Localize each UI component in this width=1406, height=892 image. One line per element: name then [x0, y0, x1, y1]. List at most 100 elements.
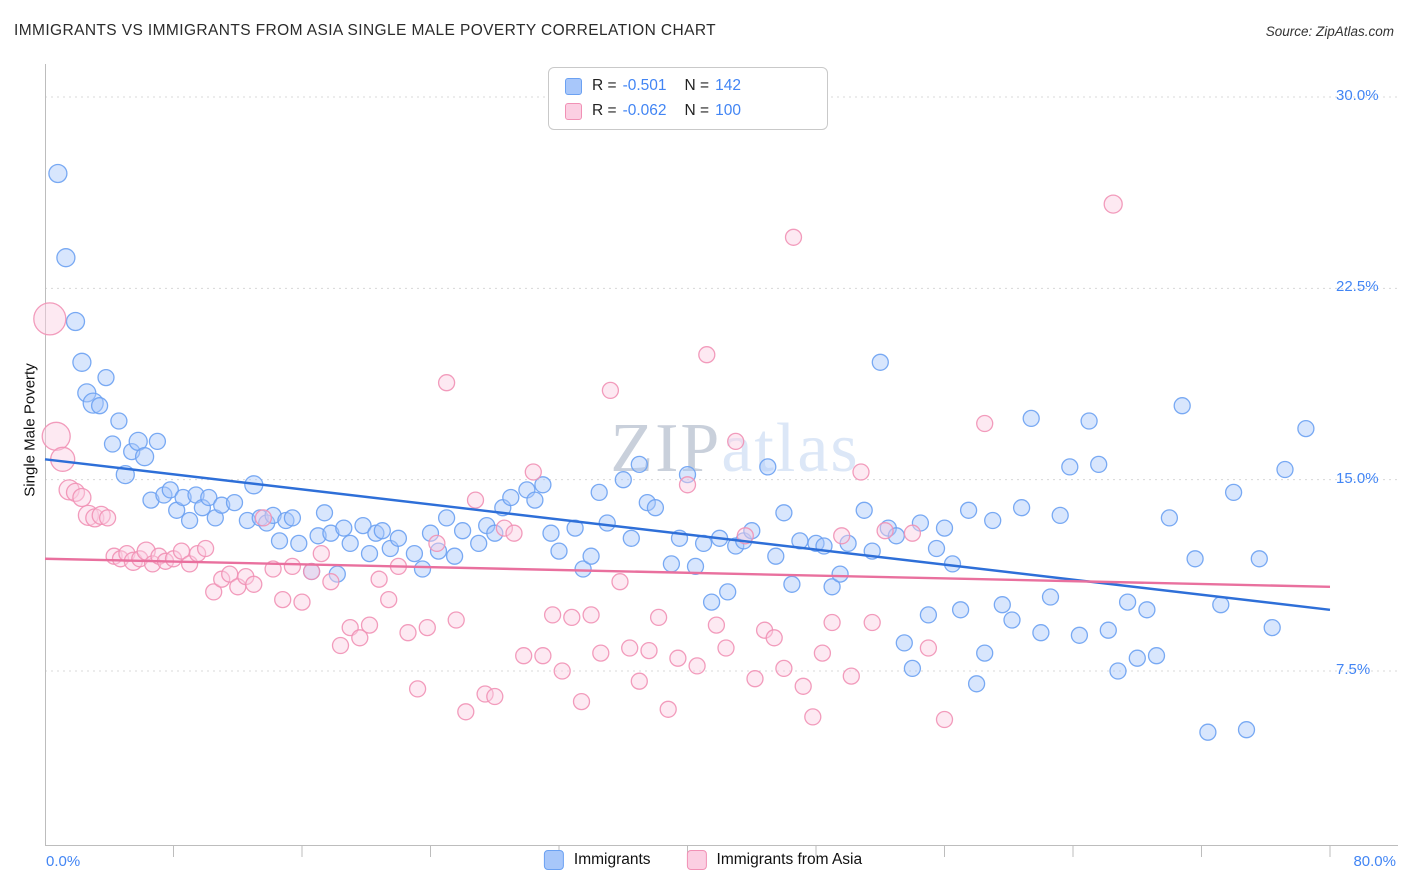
scatter-point — [283, 557, 302, 576]
scatter-point — [1128, 649, 1146, 667]
scatter-point — [775, 504, 793, 522]
scatter-point — [91, 505, 111, 526]
scatter-point — [56, 248, 76, 268]
scatter-point — [486, 524, 504, 542]
scatter-point — [65, 482, 86, 503]
scatter-point — [1173, 397, 1191, 415]
scatter-point — [1012, 499, 1031, 517]
scatter-point — [717, 639, 735, 657]
scatter-point — [1041, 588, 1060, 606]
scatter-point — [746, 670, 764, 688]
scatter-point — [341, 534, 359, 553]
scatter-point — [794, 677, 812, 695]
scatter-point — [445, 547, 464, 565]
scatter-point — [590, 483, 608, 502]
scatter-point — [408, 680, 427, 698]
scatter-point — [984, 511, 1002, 530]
scatter-point — [919, 639, 938, 657]
scatter-point — [254, 509, 273, 527]
scatter-point — [976, 414, 994, 433]
n-label: N = — [684, 77, 710, 94]
scatter-point — [719, 583, 737, 601]
scatter-point — [354, 516, 372, 535]
scatter-point — [457, 703, 475, 721]
x-axis-max-label: 80.0% — [1353, 853, 1396, 870]
scatter-point — [205, 583, 223, 601]
y-axis-tick-label: 22.5% — [1336, 278, 1379, 296]
scatter-point — [437, 374, 456, 392]
scatter-point — [542, 524, 560, 542]
scatter-point — [630, 672, 648, 690]
scatter-point — [630, 455, 648, 474]
scatter-point — [373, 522, 391, 540]
blue-series-swatch — [565, 77, 582, 95]
scatter-point — [360, 544, 379, 563]
scatter-point — [976, 644, 994, 662]
pink-series-swatch — [565, 102, 582, 120]
scatter-point — [1099, 621, 1117, 639]
scatter-point — [351, 629, 369, 647]
scatter-point — [466, 491, 485, 509]
scatter-point — [640, 641, 658, 660]
scatter-point — [611, 573, 629, 591]
scatter-point — [370, 570, 388, 588]
scatter-point — [543, 606, 562, 624]
scatter-point — [622, 529, 640, 547]
scatter-point — [309, 527, 327, 545]
scatter-point — [550, 542, 568, 560]
scatter-point — [775, 659, 793, 678]
scatter-point — [646, 499, 665, 517]
legend-item-label: Immigrants from Asia — [716, 851, 863, 868]
scatter-point — [331, 636, 350, 655]
scatter-point — [563, 608, 581, 627]
scatter-point — [863, 613, 881, 632]
scatter-point — [131, 550, 149, 568]
scatter-point — [48, 163, 68, 184]
scatter-point — [515, 647, 533, 665]
scatter-point — [759, 458, 777, 476]
scatter-point — [524, 463, 542, 481]
scatter-point — [572, 692, 591, 711]
scatter-point — [659, 700, 677, 718]
scatter-point — [302, 562, 321, 581]
scatter-point — [649, 608, 668, 627]
scatter-point — [598, 514, 616, 532]
scatter-point — [389, 529, 408, 547]
scatter-point — [495, 519, 514, 537]
scatter-point — [1297, 419, 1315, 438]
scatter-point — [1061, 458, 1079, 476]
scatter-point — [486, 687, 504, 706]
y-axis-title: Single Male Poverty — [21, 363, 39, 497]
scatter-point — [315, 504, 334, 522]
scatter-point — [686, 557, 705, 576]
scatter-point — [1199, 723, 1217, 741]
scatter-point — [193, 499, 212, 517]
scatter-point — [903, 524, 922, 542]
n-label: N = — [684, 102, 710, 119]
scatter-point — [592, 644, 610, 662]
scatter-point — [180, 511, 199, 530]
scatter-point — [293, 593, 311, 611]
scatter-point — [1186, 550, 1204, 568]
y-axis-tick-label: 30.0% — [1336, 87, 1379, 104]
scatter-point — [1051, 506, 1069, 525]
scatter-point — [702, 593, 721, 611]
scatter-point — [1003, 611, 1021, 629]
scatter-point — [1263, 618, 1281, 637]
y-axis-tick-label: 15.0% — [1336, 469, 1379, 487]
scatter-point — [993, 596, 1011, 614]
scatter-point — [72, 487, 92, 508]
scatter-point — [103, 435, 122, 453]
n-value: 142 — [715, 77, 741, 94]
scatter-point — [312, 544, 330, 563]
scatter-point — [90, 397, 109, 415]
scatter-point — [601, 381, 620, 400]
scatter-point — [783, 575, 801, 593]
scatter-point — [41, 421, 71, 451]
scatter-point — [200, 488, 218, 507]
scatter-point — [574, 560, 592, 578]
scatter-point — [274, 590, 292, 609]
scatter-point — [399, 624, 417, 642]
chart-title: IMMIGRANTS VS IMMIGRANTS FROM ASIA SINGL… — [14, 22, 717, 39]
legend-item-label: Immigrants — [573, 851, 651, 868]
